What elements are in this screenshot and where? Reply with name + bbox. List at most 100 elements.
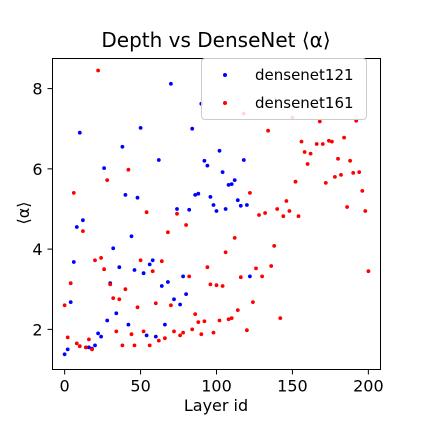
- point-densenet161: [96, 68, 100, 73]
- point-densenet121: [241, 158, 246, 162]
- point-densenet161: [178, 333, 183, 338]
- point-densenet161: [314, 142, 319, 146]
- point-densenet121: [226, 183, 231, 187]
- point-densenet121: [123, 193, 128, 197]
- point-densenet121: [120, 144, 125, 149]
- point-densenet161: [181, 330, 186, 335]
- point-densenet161: [223, 250, 228, 255]
- point-densenet161: [320, 142, 325, 146]
- point-densenet161: [196, 320, 201, 324]
- point-densenet161: [345, 205, 349, 209]
- point-densenet161: [74, 341, 79, 346]
- point-densenet161: [105, 178, 110, 183]
- x-tick-label: 50: [130, 377, 150, 396]
- point-densenet161: [238, 275, 243, 280]
- point-densenet121: [159, 284, 164, 288]
- chart-title: Depth vs DenseNet ⟨α⟩: [101, 28, 330, 52]
- point-densenet161: [327, 138, 331, 143]
- point-densenet161: [87, 337, 91, 342]
- point-densenet161: [351, 171, 356, 175]
- point-densenet161: [184, 223, 189, 227]
- point-densenet161: [229, 316, 234, 320]
- point-densenet161: [266, 128, 270, 133]
- point-densenet161: [202, 319, 207, 324]
- point-densenet161: [296, 214, 301, 219]
- point-densenet161: [84, 345, 88, 350]
- point-densenet161: [308, 151, 313, 156]
- point-densenet161: [245, 328, 249, 333]
- point-densenet161: [333, 175, 337, 179]
- point-densenet121: [93, 343, 97, 348]
- point-densenet121: [96, 331, 100, 336]
- point-densenet121: [126, 322, 131, 327]
- point-densenet161: [132, 343, 137, 348]
- legend: densenet121 densenet161: [201, 58, 367, 120]
- y-axis-label: ⟨α⟩: [14, 201, 33, 224]
- point-densenet161: [272, 244, 277, 248]
- point-densenet161: [339, 173, 343, 177]
- point-densenet161: [254, 266, 258, 271]
- point-densenet121: [114, 311, 119, 316]
- point-densenet161: [120, 343, 125, 348]
- point-densenet161: [141, 329, 146, 334]
- legend-item-densenet121: densenet121: [202, 63, 354, 87]
- point-densenet121: [181, 274, 186, 279]
- point-densenet161: [150, 269, 155, 274]
- point-densenet161: [199, 332, 204, 337]
- point-densenet161: [278, 316, 283, 320]
- point-densenet161: [193, 312, 198, 316]
- point-densenet161: [147, 343, 152, 348]
- point-densenet161: [71, 191, 76, 195]
- point-densenet121: [150, 258, 155, 263]
- point-densenet161: [336, 156, 340, 161]
- point-densenet161: [90, 347, 94, 352]
- point-densenet161: [169, 303, 173, 308]
- point-densenet161: [111, 296, 116, 300]
- point-densenet121: [238, 203, 243, 208]
- point-densenet161: [77, 344, 82, 349]
- point-densenet161: [342, 135, 346, 140]
- point-densenet161: [357, 170, 362, 175]
- point-densenet121: [68, 300, 73, 304]
- point-densenet161: [126, 167, 131, 172]
- point-densenet161: [226, 317, 231, 322]
- point-densenet161: [348, 158, 352, 163]
- point-densenet121: [208, 195, 213, 199]
- point-densenet161: [305, 162, 310, 166]
- point-densenet121: [190, 126, 195, 131]
- point-densenet161: [172, 329, 176, 334]
- point-densenet161: [293, 179, 298, 184]
- point-densenet121: [175, 207, 179, 211]
- point-densenet161: [235, 308, 240, 312]
- point-densenet161: [99, 256, 103, 260]
- x-tick-label: 150: [277, 377, 308, 396]
- point-densenet121: [147, 262, 152, 267]
- x-tick-label: 100: [201, 377, 232, 396]
- point-densenet121: [229, 182, 234, 187]
- point-densenet161: [93, 258, 97, 263]
- point-densenet161: [299, 139, 304, 144]
- point-densenet121: [220, 170, 225, 175]
- point-densenet161: [275, 207, 280, 211]
- point-densenet121: [156, 158, 161, 162]
- point-densenet121: [172, 297, 176, 302]
- point-densenet121: [105, 318, 110, 323]
- point-densenet121: [202, 158, 207, 163]
- point-densenet121: [77, 130, 82, 135]
- point-densenet121: [184, 292, 189, 296]
- point-densenet161: [263, 211, 267, 215]
- point-densenet121: [71, 260, 76, 264]
- point-densenet121: [65, 347, 70, 352]
- point-densenet161: [153, 301, 158, 306]
- legend-item-densenet161: densenet161: [202, 91, 354, 115]
- point-densenet121: [153, 334, 158, 339]
- x-axis-label: Layer id: [184, 396, 248, 415]
- point-densenet161: [114, 329, 119, 334]
- y-tick-label: 4: [32, 240, 42, 259]
- point-densenet121: [169, 81, 173, 86]
- point-densenet161: [156, 338, 161, 343]
- point-densenet161: [317, 119, 322, 124]
- point-densenet161: [232, 236, 237, 240]
- point-densenet121: [178, 302, 183, 307]
- point-densenet121: [193, 193, 198, 197]
